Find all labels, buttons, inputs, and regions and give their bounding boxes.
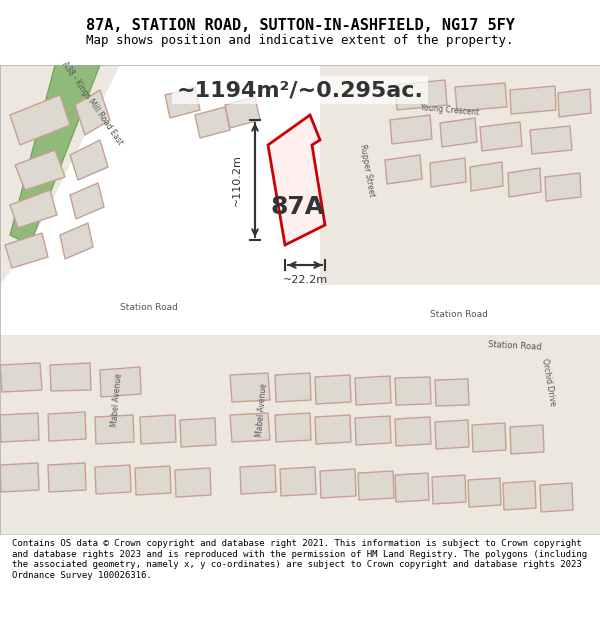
Polygon shape <box>10 190 57 228</box>
Polygon shape <box>135 466 171 495</box>
Polygon shape <box>175 468 211 497</box>
Polygon shape <box>503 481 536 510</box>
Text: Station Road: Station Road <box>488 340 542 352</box>
Polygon shape <box>440 118 477 147</box>
Text: ~1194m²/~0.295ac.: ~1194m²/~0.295ac. <box>176 80 424 100</box>
Polygon shape <box>545 173 581 201</box>
Polygon shape <box>60 223 93 259</box>
Polygon shape <box>230 373 270 402</box>
Polygon shape <box>0 363 42 392</box>
Polygon shape <box>280 467 316 496</box>
Polygon shape <box>395 377 431 405</box>
Polygon shape <box>15 150 65 190</box>
Polygon shape <box>70 183 104 219</box>
Text: Rupper Street: Rupper Street <box>358 143 376 197</box>
Text: ~110.2m: ~110.2m <box>232 154 242 206</box>
Polygon shape <box>75 90 110 135</box>
Polygon shape <box>530 126 572 154</box>
Polygon shape <box>395 80 447 110</box>
Text: Mabel Avenue: Mabel Avenue <box>255 382 269 437</box>
Text: ~22.2m: ~22.2m <box>283 275 328 285</box>
Polygon shape <box>0 413 39 442</box>
Polygon shape <box>468 478 501 507</box>
Polygon shape <box>355 416 391 445</box>
Polygon shape <box>435 379 469 406</box>
Polygon shape <box>165 87 200 118</box>
Polygon shape <box>5 233 48 268</box>
Polygon shape <box>540 483 573 512</box>
Polygon shape <box>230 413 270 442</box>
Polygon shape <box>100 367 141 397</box>
Polygon shape <box>0 65 120 335</box>
Text: Mabel Avenue: Mabel Avenue <box>110 372 124 427</box>
Text: Orchid Drive: Orchid Drive <box>540 358 557 407</box>
Polygon shape <box>50 363 91 391</box>
Polygon shape <box>195 107 230 138</box>
Polygon shape <box>95 465 131 494</box>
Polygon shape <box>0 295 600 335</box>
Polygon shape <box>430 158 466 187</box>
Polygon shape <box>558 89 591 117</box>
Polygon shape <box>385 155 422 184</box>
Polygon shape <box>358 471 394 500</box>
Polygon shape <box>320 469 356 498</box>
Text: Map shows position and indicative extent of the property.: Map shows position and indicative extent… <box>86 34 514 47</box>
Polygon shape <box>95 415 134 444</box>
Polygon shape <box>275 373 311 402</box>
Polygon shape <box>315 375 351 404</box>
Text: Young Crescent: Young Crescent <box>420 103 479 117</box>
Text: 87A, STATION ROAD, SUTTON-IN-ASHFIELD, NG17 5FY: 87A, STATION ROAD, SUTTON-IN-ASHFIELD, N… <box>86 18 514 33</box>
Polygon shape <box>0 463 39 492</box>
Polygon shape <box>435 420 469 449</box>
Text: Contains OS data © Crown copyright and database right 2021. This information is : Contains OS data © Crown copyright and d… <box>12 539 587 580</box>
Polygon shape <box>395 473 429 502</box>
Polygon shape <box>10 95 70 145</box>
Polygon shape <box>10 65 100 245</box>
Polygon shape <box>185 335 230 535</box>
Text: 87A: 87A <box>271 195 325 219</box>
Polygon shape <box>395 417 431 446</box>
Polygon shape <box>315 415 351 444</box>
Polygon shape <box>355 376 391 405</box>
Text: Station Road: Station Road <box>120 303 178 312</box>
Polygon shape <box>510 86 556 114</box>
Polygon shape <box>48 463 86 492</box>
Polygon shape <box>275 413 311 442</box>
Polygon shape <box>390 115 432 144</box>
Polygon shape <box>470 162 503 191</box>
Polygon shape <box>432 475 466 504</box>
Polygon shape <box>480 122 522 151</box>
Text: Station Road: Station Road <box>430 310 488 319</box>
Polygon shape <box>455 83 507 111</box>
Polygon shape <box>140 415 176 444</box>
Polygon shape <box>268 115 325 245</box>
Polygon shape <box>70 140 108 180</box>
Polygon shape <box>225 97 260 128</box>
Polygon shape <box>510 425 544 454</box>
Polygon shape <box>48 412 86 441</box>
Polygon shape <box>260 335 305 535</box>
Text: A38 - Kings Mill Road East: A38 - Kings Mill Road East <box>60 60 125 147</box>
Polygon shape <box>240 465 276 494</box>
Polygon shape <box>472 423 506 452</box>
Polygon shape <box>180 418 216 447</box>
Polygon shape <box>508 168 541 197</box>
Polygon shape <box>0 335 600 535</box>
Polygon shape <box>0 65 120 285</box>
Polygon shape <box>320 65 600 285</box>
